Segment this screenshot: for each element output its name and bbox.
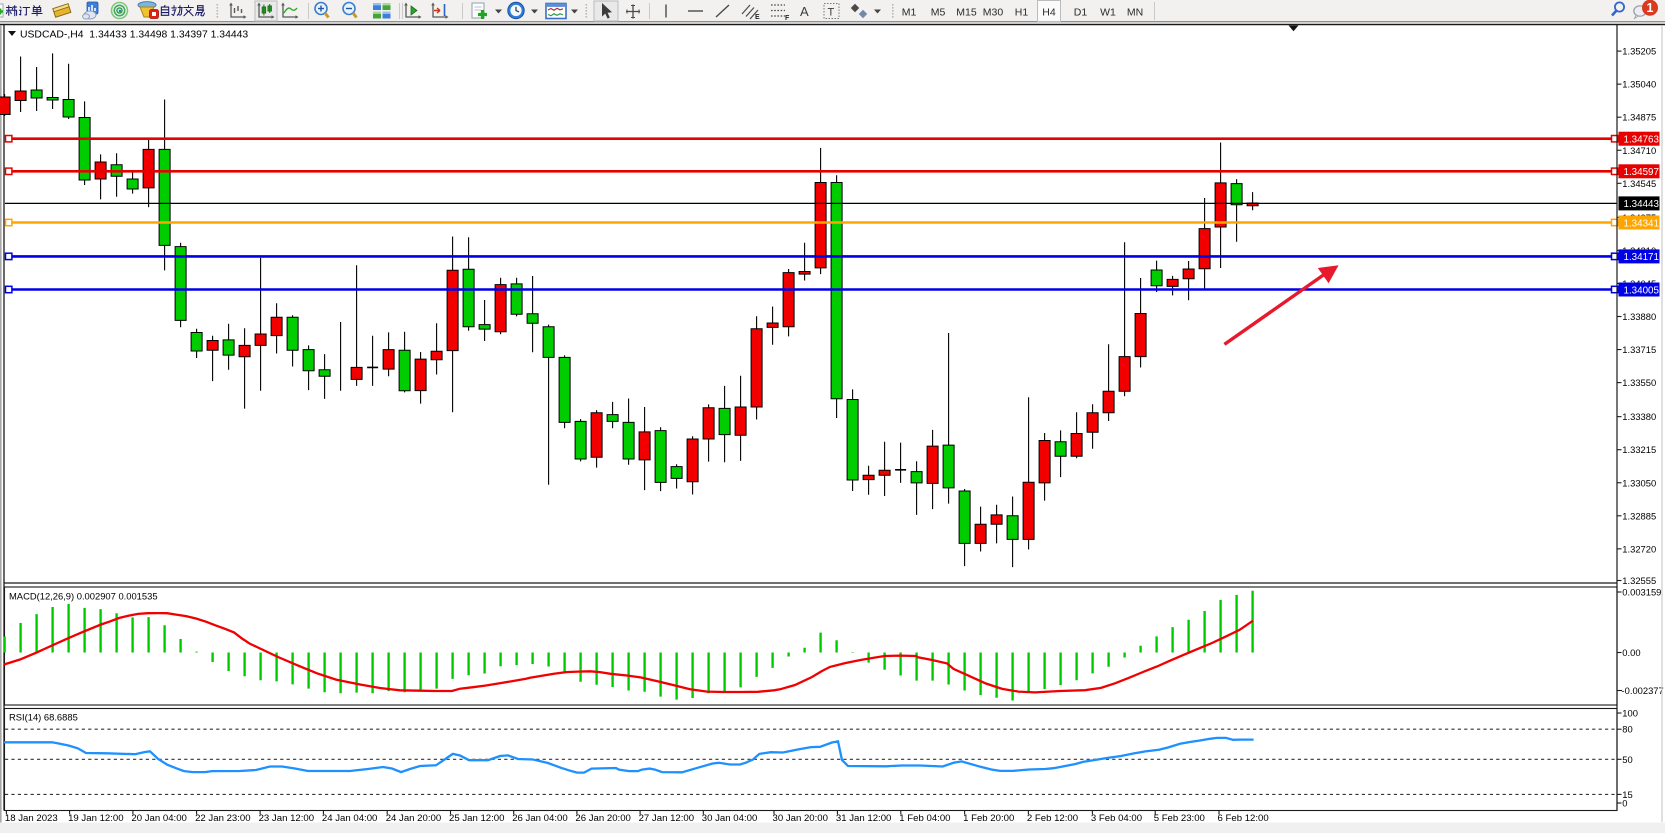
svg-text:1.33550: 1.33550 xyxy=(1622,377,1656,388)
svg-text:5 Feb 23:00: 5 Feb 23:00 xyxy=(1154,813,1205,824)
svg-text:50: 50 xyxy=(1622,754,1632,765)
svg-text:1.34443: 1.34443 xyxy=(1624,199,1660,210)
svg-text:1.34005: 1.34005 xyxy=(1624,285,1660,296)
svg-text:H1: H1 xyxy=(1015,7,1029,19)
svg-text:1.34341: 1.34341 xyxy=(1624,218,1659,229)
svg-text:24 Jan 04:00: 24 Jan 04:00 xyxy=(322,813,377,824)
svg-text:26 Jan 20:00: 26 Jan 20:00 xyxy=(575,813,630,824)
svg-text:1: 1 xyxy=(1647,1,1654,15)
svg-text:1.33715: 1.33715 xyxy=(1622,344,1656,355)
svg-text:1.32885: 1.32885 xyxy=(1622,510,1656,521)
svg-text:1.34545: 1.34545 xyxy=(1622,178,1656,189)
svg-text:20 Jan 04:00: 20 Jan 04:00 xyxy=(131,813,186,824)
svg-text:1.33380: 1.33380 xyxy=(1622,411,1656,422)
svg-text:F: F xyxy=(785,15,790,22)
svg-text:0: 0 xyxy=(1622,798,1627,809)
svg-text:27 Jan 12:00: 27 Jan 12:00 xyxy=(639,813,694,824)
svg-text:100: 100 xyxy=(1622,708,1638,719)
svg-text:M15: M15 xyxy=(956,7,977,19)
svg-text:0.003159: 0.003159 xyxy=(1622,587,1661,598)
svg-text:31 Jan 12:00: 31 Jan 12:00 xyxy=(836,813,891,824)
svg-text:1.35040: 1.35040 xyxy=(1622,79,1656,90)
svg-text:1.34763: 1.34763 xyxy=(1624,135,1660,146)
svg-text:1.33880: 1.33880 xyxy=(1622,311,1656,322)
svg-text:1.35205: 1.35205 xyxy=(1622,46,1656,57)
svg-text:6 Feb 12:00: 6 Feb 12:00 xyxy=(1218,813,1269,824)
svg-text:A: A xyxy=(800,4,809,19)
svg-text:23 Jan 12:00: 23 Jan 12:00 xyxy=(259,813,314,824)
svg-text:18 Jan 2023: 18 Jan 2023 xyxy=(5,813,58,824)
svg-text:H4: H4 xyxy=(1042,7,1056,19)
svg-text:RSI(14) 68.6885: RSI(14) 68.6885 xyxy=(9,712,78,723)
svg-text:M30: M30 xyxy=(983,7,1004,19)
svg-text:T: T xyxy=(828,7,835,19)
svg-text:MACD(12,26,9) 0.002907 0.00153: MACD(12,26,9) 0.002907 0.001535 xyxy=(9,591,158,602)
svg-text:30 Jan 20:00: 30 Jan 20:00 xyxy=(773,813,828,824)
svg-text:D1: D1 xyxy=(1074,7,1088,19)
svg-text:1.34597: 1.34597 xyxy=(1624,167,1659,178)
svg-text:26 Jan 04:00: 26 Jan 04:00 xyxy=(512,813,567,824)
svg-text:80: 80 xyxy=(1622,724,1632,735)
svg-text:1 Feb 20:00: 1 Feb 20:00 xyxy=(963,813,1014,824)
svg-text:30 Jan 04:00: 30 Jan 04:00 xyxy=(702,813,757,824)
svg-text:M1: M1 xyxy=(902,7,917,19)
svg-text:15: 15 xyxy=(1622,789,1632,800)
svg-text:MN: MN xyxy=(1127,7,1143,19)
svg-text:E: E xyxy=(755,14,760,21)
svg-text:25 Jan 12:00: 25 Jan 12:00 xyxy=(449,813,504,824)
svg-text:1.32555: 1.32555 xyxy=(1622,575,1656,586)
svg-text:0.00: 0.00 xyxy=(1622,647,1640,658)
svg-text:M5: M5 xyxy=(931,7,946,19)
svg-text:-0.002377: -0.002377 xyxy=(1622,685,1664,696)
svg-text:1 Feb 04:00: 1 Feb 04:00 xyxy=(899,813,950,824)
svg-text:1.34171: 1.34171 xyxy=(1624,252,1659,263)
svg-text:19 Jan 12:00: 19 Jan 12:00 xyxy=(68,813,123,824)
svg-text:2 Feb 12:00: 2 Feb 12:00 xyxy=(1027,813,1078,824)
svg-text:3 Feb 04:00: 3 Feb 04:00 xyxy=(1091,813,1142,824)
svg-text:1.34875: 1.34875 xyxy=(1622,112,1656,123)
svg-text:1.33050: 1.33050 xyxy=(1622,477,1656,488)
svg-text:1.33215: 1.33215 xyxy=(1622,444,1656,455)
svg-text:24 Jan 20:00: 24 Jan 20:00 xyxy=(386,813,441,824)
svg-text:W1: W1 xyxy=(1100,7,1116,19)
svg-text:1.34710: 1.34710 xyxy=(1622,145,1656,156)
svg-text:USDCAD-,H4 1.34433 1.34498 1.: USDCAD-,H4 1.34433 1.34498 1.34397 1.344… xyxy=(20,30,248,41)
svg-text:22 Jan 23:00: 22 Jan 23:00 xyxy=(195,813,250,824)
svg-text:1.32720: 1.32720 xyxy=(1622,543,1656,554)
